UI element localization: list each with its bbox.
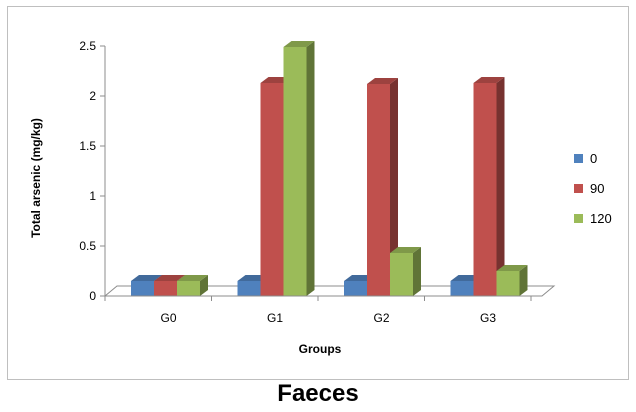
- legend-label: 90: [590, 181, 604, 196]
- legend-label: 0: [590, 151, 597, 166]
- bar-side: [496, 77, 505, 296]
- y-axis: 0 0.5 1 1.5 2 2.5: [79, 39, 106, 303]
- legend-swatch: [574, 184, 583, 193]
- bar-top: [496, 265, 528, 271]
- x-axis-label: Groups: [299, 342, 342, 356]
- y-tick-label: 1.5: [79, 139, 96, 153]
- bar-G3-series-90: [473, 77, 505, 296]
- x-tick-label: G0: [160, 311, 176, 325]
- bar-top: [367, 78, 398, 84]
- legend-item-0: 0: [574, 151, 597, 166]
- y-tick-label: 0.5: [79, 239, 96, 253]
- y-tick-label: 2: [89, 89, 96, 103]
- bar-side: [413, 247, 421, 296]
- x-tick-label: G2: [373, 311, 389, 325]
- bar-front: [390, 253, 413, 296]
- bar-front: [344, 281, 367, 296]
- bar-G2-series-120: [390, 247, 421, 296]
- bar-front: [450, 281, 474, 296]
- bar-top: [131, 275, 162, 281]
- bar-G0-series-120: [177, 275, 208, 296]
- bar-G1-series-120: [283, 41, 315, 296]
- bar-front: [283, 47, 307, 296]
- legend-swatch: [574, 214, 583, 223]
- bar-G3-series-120: [496, 265, 528, 296]
- bar-top: [154, 275, 185, 281]
- legend: 0 90 120: [574, 151, 612, 226]
- legend-item-120: 120: [574, 211, 612, 226]
- bar-top: [177, 275, 208, 281]
- y-tick-label: 2.5: [79, 39, 96, 53]
- x-tick-label: G3: [480, 311, 496, 325]
- bar-front: [154, 281, 177, 296]
- x-axis-tick-labels: G0 G1 G2 G3: [104, 295, 542, 325]
- legend-item-90: 90: [574, 181, 604, 196]
- bar-top: [473, 77, 505, 83]
- x-tick-label: G1: [267, 311, 283, 325]
- bar-front: [177, 281, 200, 296]
- bar-front: [496, 271, 520, 296]
- figure-caption: Faeces: [277, 380, 359, 407]
- y-tick-label: 0: [89, 289, 96, 303]
- legend-swatch: [574, 154, 583, 163]
- bar-front: [473, 83, 497, 296]
- bar-top: [390, 247, 421, 253]
- bar-top: [283, 41, 315, 47]
- bar-front: [367, 84, 390, 296]
- y-axis-label: Total arsenic (mg/kg): [29, 118, 43, 238]
- bar-G2-series-90: [367, 78, 398, 296]
- bar-side: [306, 41, 315, 296]
- bar-side: [519, 265, 528, 296]
- bar-front: [237, 281, 261, 296]
- y-tick-label: 1: [89, 189, 96, 203]
- bars: [131, 41, 528, 296]
- chart-frame: [7, 6, 629, 380]
- bar-front: [260, 83, 284, 296]
- bar-front: [131, 281, 154, 296]
- bar-side: [390, 78, 398, 296]
- bar-side: [200, 275, 208, 296]
- legend-label: 120: [590, 211, 612, 226]
